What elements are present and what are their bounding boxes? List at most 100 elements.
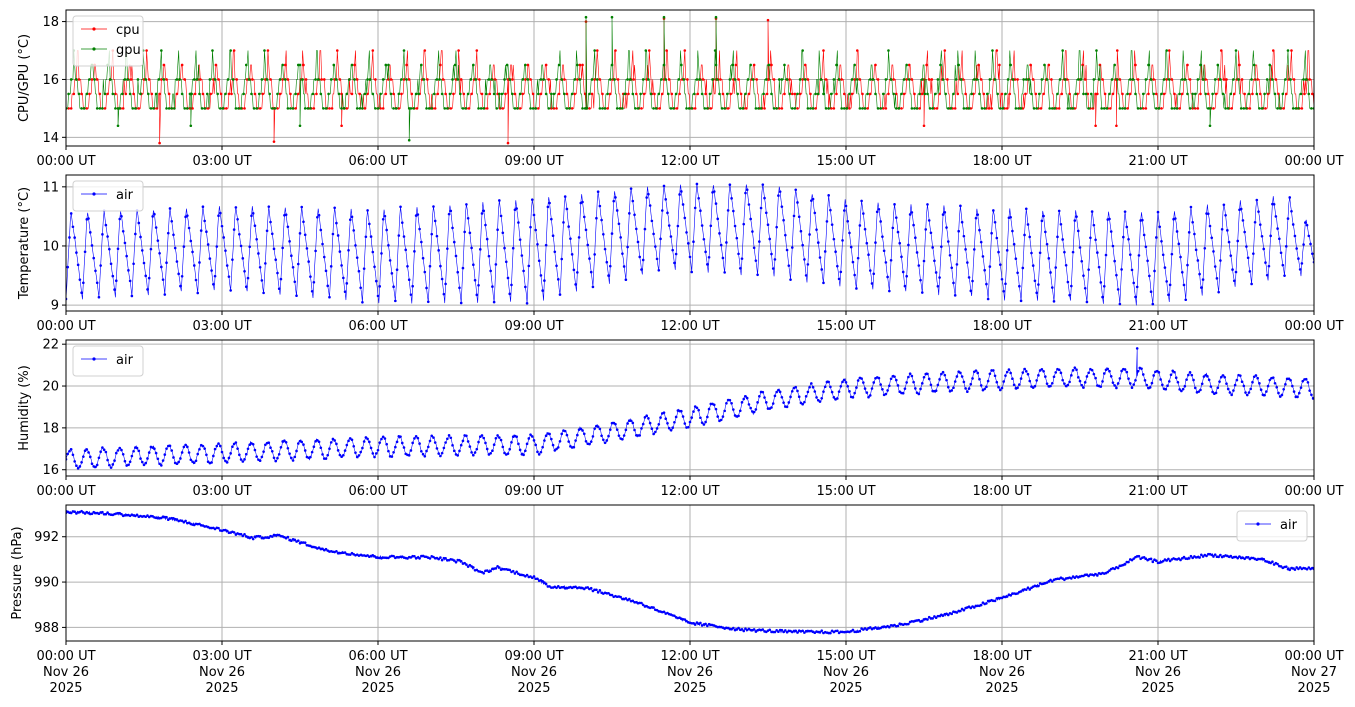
data-point — [664, 417, 668, 421]
data-point — [335, 221, 338, 225]
data-point — [303, 541, 307, 544]
data-point — [572, 268, 576, 272]
data-point — [747, 403, 751, 406]
data-point — [674, 415, 678, 419]
data-point — [383, 437, 387, 440]
data-point — [732, 209, 735, 213]
data-point — [595, 588, 598, 592]
data-point — [1295, 247, 1298, 250]
data-point — [1198, 556, 1201, 559]
data-point — [72, 92, 76, 96]
x-tick-label: 00:00 UT — [1284, 319, 1343, 334]
data-point — [716, 415, 720, 418]
data-point — [1137, 554, 1141, 558]
data-point — [418, 442, 421, 445]
data-point — [1284, 565, 1288, 568]
data-point — [1083, 286, 1087, 290]
data-point — [521, 78, 525, 81]
data-point — [584, 228, 588, 232]
data-point — [244, 63, 248, 67]
data-point — [570, 253, 574, 256]
data-point — [837, 78, 841, 81]
data-point — [714, 202, 718, 205]
data-point — [439, 556, 442, 559]
data-point — [140, 249, 144, 252]
data-point — [986, 379, 990, 383]
data-point — [369, 446, 373, 450]
x-tick-label: 00:00 UT — [1284, 484, 1343, 499]
data-point — [998, 63, 1001, 67]
data-point — [205, 92, 209, 96]
data-point — [1178, 92, 1181, 96]
data-point — [902, 92, 906, 96]
x-tick-label: 09:00 UT — [504, 154, 563, 169]
data-point — [695, 78, 699, 81]
data-point — [376, 448, 380, 452]
data-point — [1115, 78, 1119, 81]
data-point — [556, 585, 560, 588]
data-point — [466, 565, 470, 568]
data-point — [829, 385, 832, 389]
data-point — [225, 264, 229, 267]
data-point — [135, 446, 139, 450]
data-point — [631, 199, 635, 203]
x-tick-label: 21:00 UT — [1128, 154, 1187, 169]
data-point — [648, 421, 652, 425]
data-point — [576, 433, 579, 437]
data-point — [425, 107, 428, 110]
data-point — [585, 107, 589, 110]
data-point — [114, 279, 118, 283]
data-point — [113, 288, 116, 291]
data-point — [588, 92, 591, 96]
data-point — [706, 107, 709, 110]
data-point — [449, 107, 453, 110]
data-point — [144, 78, 148, 81]
data-point — [898, 241, 902, 245]
data-point — [472, 263, 475, 267]
data-point — [1199, 388, 1202, 392]
data-point — [1141, 218, 1144, 222]
data-point — [784, 233, 787, 237]
data-point — [278, 78, 282, 81]
data-point — [402, 446, 406, 449]
data-point — [1299, 386, 1303, 389]
data-point — [1024, 207, 1028, 211]
data-point — [368, 222, 371, 226]
data-point — [555, 447, 558, 451]
data-point — [764, 78, 768, 81]
data-point — [922, 375, 926, 379]
data-point — [198, 522, 201, 526]
data-point — [865, 241, 869, 245]
data-point — [1029, 63, 1032, 67]
data-point — [841, 380, 844, 384]
data-point — [231, 445, 234, 449]
data-point — [123, 78, 127, 81]
data-point — [790, 92, 794, 96]
data-point — [389, 92, 393, 96]
data-point — [1233, 383, 1237, 387]
data-point — [395, 440, 399, 444]
data-point — [820, 396, 824, 400]
data-point — [662, 15, 666, 19]
data-point — [1153, 269, 1156, 273]
data-point — [215, 245, 219, 248]
data-point — [1052, 375, 1056, 379]
data-point — [1031, 386, 1035, 389]
data-point — [198, 261, 201, 264]
data-point — [361, 301, 364, 304]
data-point — [1061, 49, 1064, 52]
data-point — [319, 92, 323, 96]
data-point — [678, 92, 681, 96]
data-point — [1028, 588, 1032, 591]
data-point — [1009, 371, 1012, 375]
series-markers — [66, 509, 1314, 635]
data-point — [565, 433, 569, 437]
data-point — [69, 107, 73, 110]
data-point — [763, 107, 766, 110]
data-point — [87, 451, 90, 454]
data-point — [1063, 78, 1067, 81]
data-point — [773, 394, 777, 398]
data-point — [874, 92, 877, 96]
data-point — [1012, 242, 1016, 246]
data-point — [626, 245, 629, 249]
